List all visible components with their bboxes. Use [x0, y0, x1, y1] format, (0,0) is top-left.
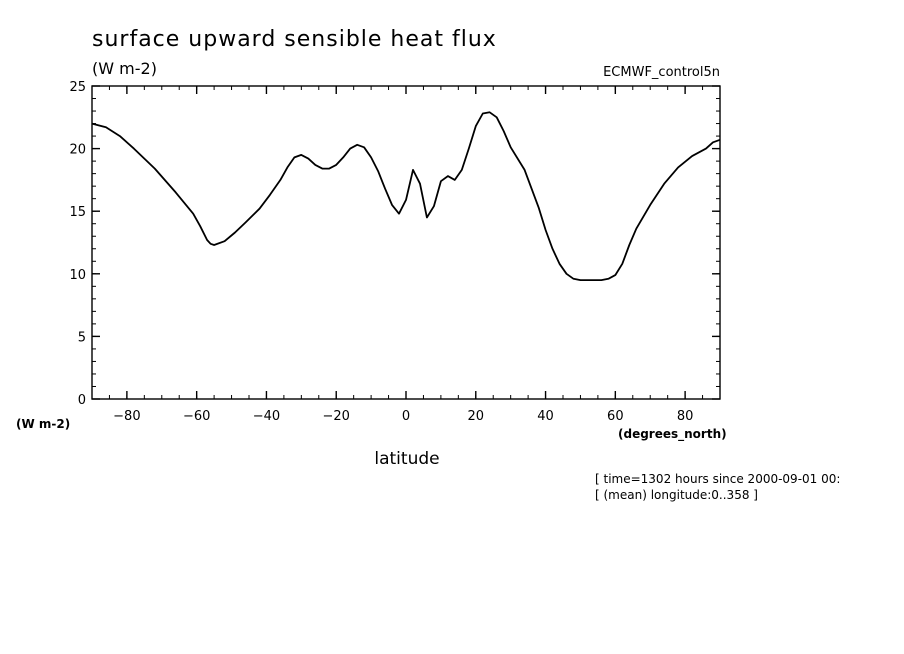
x-tick-label: −60 [183, 409, 210, 424]
x-tick-label: −80 [113, 409, 140, 424]
y-tick-label: 15 [69, 205, 86, 220]
longitude-annotation: [ (mean) longitude:0..358 ] [595, 488, 758, 502]
x-tick-label: −20 [323, 409, 350, 424]
y-tick-label: 25 [69, 80, 86, 95]
x-tick-label: −40 [253, 409, 280, 424]
x-axis-label: latitude [374, 449, 439, 469]
x-tick-label: 20 [468, 409, 485, 424]
x-tick-label: 80 [677, 409, 694, 424]
x-axis-units: (degrees_north) [618, 427, 727, 442]
y-tick-label: 0 [78, 393, 86, 408]
chart-units: (W m-2) [92, 59, 157, 78]
plot-area [91, 85, 721, 400]
time-annotation: [ time=1302 hours since 2000-09-01 00: [595, 472, 840, 486]
x-tick-label: 60 [607, 409, 624, 424]
series-line [91, 111, 721, 282]
chart-title: surface upward sensible heat flux [92, 27, 497, 52]
x-tick-label: 0 [402, 409, 410, 424]
y-tick-label: 5 [78, 330, 86, 345]
plot-frame [91, 85, 721, 400]
y-tick-label: 10 [69, 268, 86, 283]
y-axis-units: (W m-2) [16, 417, 70, 431]
chart-source: ECMWF_control5n [603, 65, 720, 80]
x-tick-label: 40 [537, 409, 554, 424]
y-tick-label: 20 [69, 143, 86, 158]
